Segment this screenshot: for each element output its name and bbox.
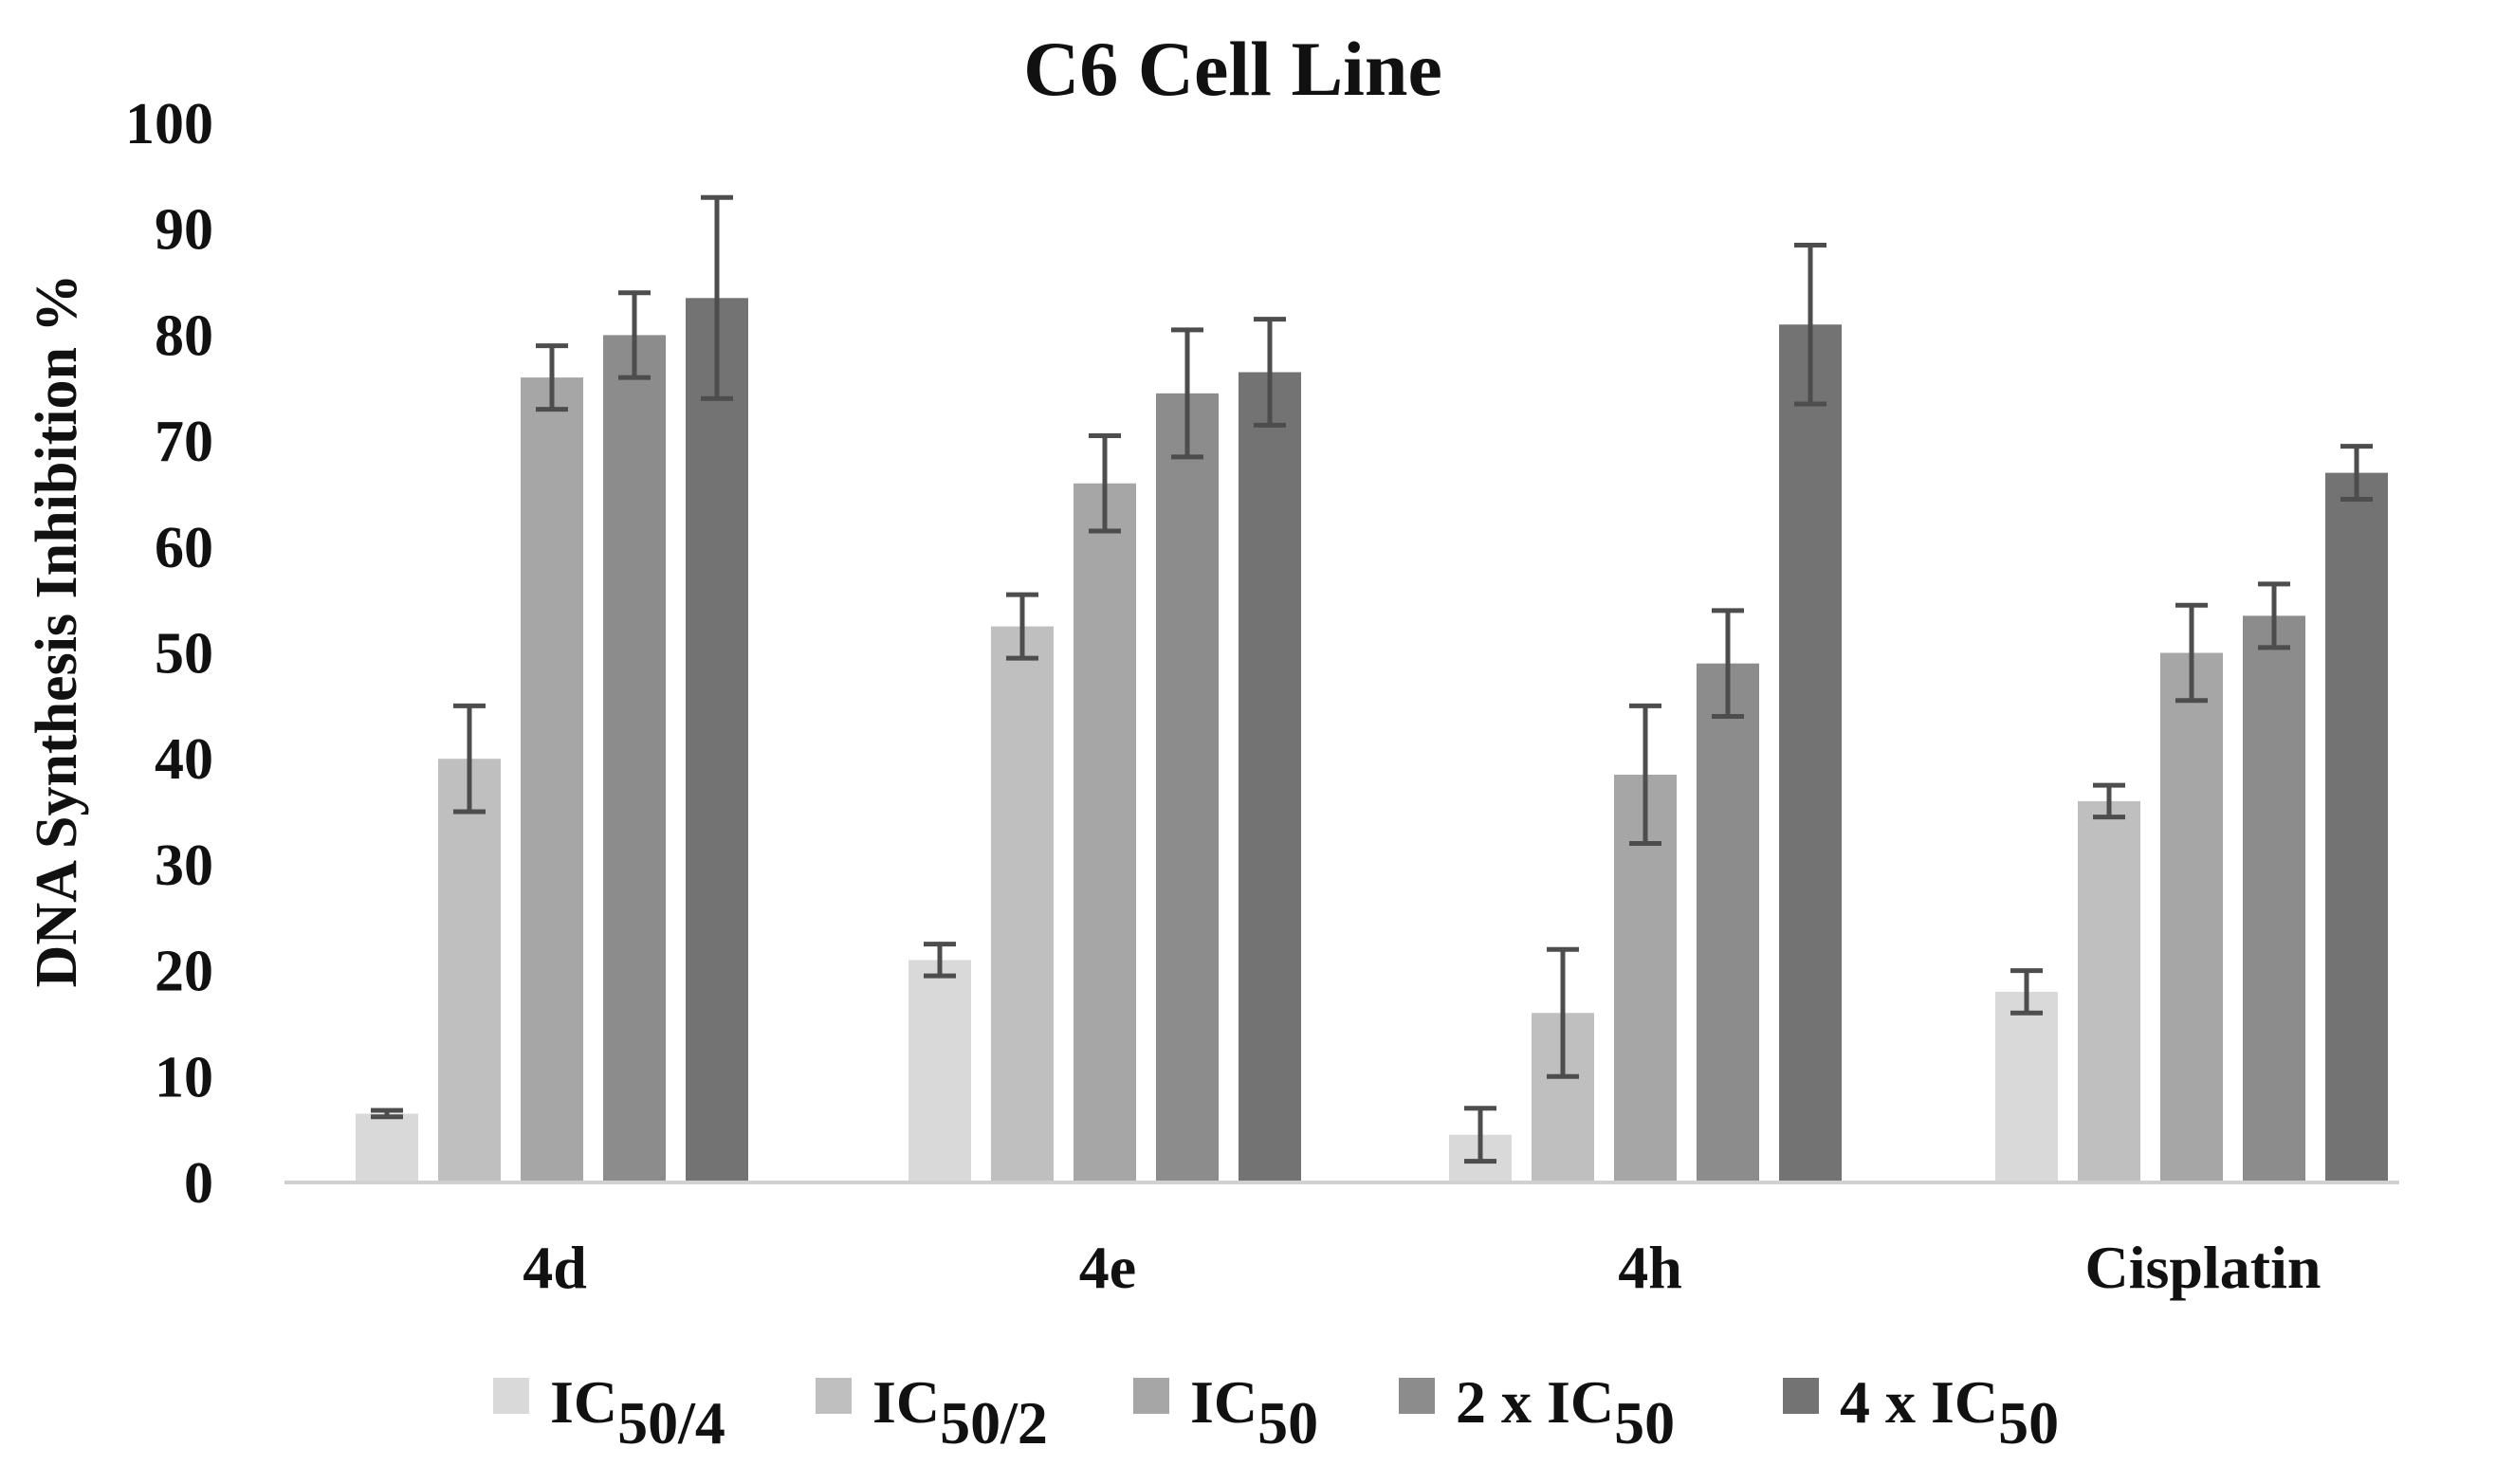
bars xyxy=(356,298,2388,1183)
error-bar-ic50-4e xyxy=(1089,433,1121,534)
legend: IC50/4 IC50/2 IC50 2 x IC50 4 x IC50 xyxy=(493,1368,2059,1457)
error-bar-ic50-cisplatin xyxy=(2175,602,2208,704)
chart-title: C6 Cell Line xyxy=(1023,26,1442,112)
bar-ic50/4-cisplatin xyxy=(1995,991,2058,1182)
y-tick-label: 10 xyxy=(155,1045,213,1109)
bar-4xic50-4h xyxy=(1779,324,1842,1183)
legend-item-ic50: IC50 xyxy=(1133,1368,1318,1457)
legend-label: IC50/4 xyxy=(550,1368,725,1457)
bar-ic50/4-4e xyxy=(908,960,971,1182)
error-bar-ic50/4-cisplatin xyxy=(2010,968,2043,1016)
error-bar-2xic50-4e xyxy=(1171,327,1203,460)
y-tick-label: 30 xyxy=(155,834,213,898)
bar-ic50-4e xyxy=(1074,483,1136,1182)
y-tick-label: 60 xyxy=(155,516,213,580)
legend-item-ic50/2: IC50/2 xyxy=(816,1368,1048,1457)
legend-item-2xic50: 2 x IC50 xyxy=(1399,1368,1675,1457)
error-bar-4xic50-4e xyxy=(1254,317,1286,428)
bar-ic50/2-4e xyxy=(991,626,1054,1182)
x-tick-label: Cisplatin xyxy=(2085,1234,2322,1301)
bar-4xic50-4d xyxy=(686,298,748,1182)
bar-4xic50-cisplatin xyxy=(2325,472,2388,1182)
y-tick-label: 20 xyxy=(155,940,213,1004)
legend-label: 2 x IC50 xyxy=(1456,1368,1675,1457)
bar-ic50-4d xyxy=(521,377,583,1183)
bar-ic50-cisplatin xyxy=(2160,652,2223,1182)
legend-swatch xyxy=(816,1378,852,1414)
y-tick-label: 90 xyxy=(155,198,213,263)
error-bar-ic50/2-4d xyxy=(453,703,486,815)
bar-4xic50-4e xyxy=(1239,372,1301,1182)
legend-swatch xyxy=(1399,1378,1435,1414)
bar-2xic50-4h xyxy=(1697,663,1759,1182)
x-tick-label: 4h xyxy=(1618,1234,1682,1301)
y-tick-label: 50 xyxy=(155,622,213,687)
error-bar-ic50/2-4e xyxy=(1006,592,1038,661)
error-bar-ic50-4d xyxy=(536,343,568,412)
bar-2xic50-4e xyxy=(1156,393,1219,1183)
y-tick-label: 40 xyxy=(155,727,213,792)
error-bar-4xic50-cisplatin xyxy=(2340,444,2373,503)
error-bar-4xic50-4d xyxy=(701,194,733,401)
legend-item-4xic50: 4 x IC50 xyxy=(1783,1368,2059,1457)
bar-ic50/4-4d xyxy=(356,1113,418,1182)
y-tick-label: 80 xyxy=(155,303,213,368)
error-bar-2xic50-cisplatin xyxy=(2258,581,2290,650)
x-tick-label: 4d xyxy=(523,1234,587,1301)
y-axis-ticks: 0 10 20 30 40 50 60 70 80 90 100 xyxy=(125,92,213,1216)
error-bars xyxy=(371,194,2373,1164)
x-axis-categories: 4d 4e 4h Cisplatin xyxy=(523,1234,2321,1301)
error-bar-2xic50-4h xyxy=(1712,608,1744,720)
error-bar-4xic50-4h xyxy=(1794,242,1826,407)
legend-swatch xyxy=(1133,1378,1169,1414)
error-bar-ic50-4h xyxy=(1629,703,1661,847)
error-bar-2xic50-4d xyxy=(618,290,651,380)
error-bar-ic50/2-cisplatin xyxy=(2093,782,2125,820)
bar-ic50/2-4d xyxy=(438,759,501,1182)
y-tick-label: 100 xyxy=(125,92,213,156)
error-bar-ic50/4-4d xyxy=(371,1108,403,1120)
bar-ic50/2-cisplatin xyxy=(2078,800,2140,1182)
legend-label: IC50/2 xyxy=(872,1368,1048,1457)
legend-swatch xyxy=(1783,1378,1819,1414)
y-tick-label: 70 xyxy=(155,410,213,474)
error-bar-ic50/4-4h xyxy=(1464,1106,1496,1164)
x-tick-label: 4e xyxy=(1079,1234,1136,1301)
y-tick-label: 0 xyxy=(184,1151,213,1216)
bar-2xic50-4d xyxy=(603,335,666,1182)
bar-2xic50-cisplatin xyxy=(2243,615,2305,1182)
legend-item-ic50/4: IC50/4 xyxy=(493,1368,725,1457)
legend-swatch xyxy=(493,1378,529,1414)
error-bar-ic50/2-4h xyxy=(1547,946,1579,1079)
legend-label: 4 x IC50 xyxy=(1840,1368,2059,1457)
error-bar-ic50/4-4e xyxy=(924,942,956,979)
legend-label: IC50 xyxy=(1190,1368,1318,1457)
y-axis-label: DNA Synthesis Inhibition % xyxy=(25,274,89,988)
